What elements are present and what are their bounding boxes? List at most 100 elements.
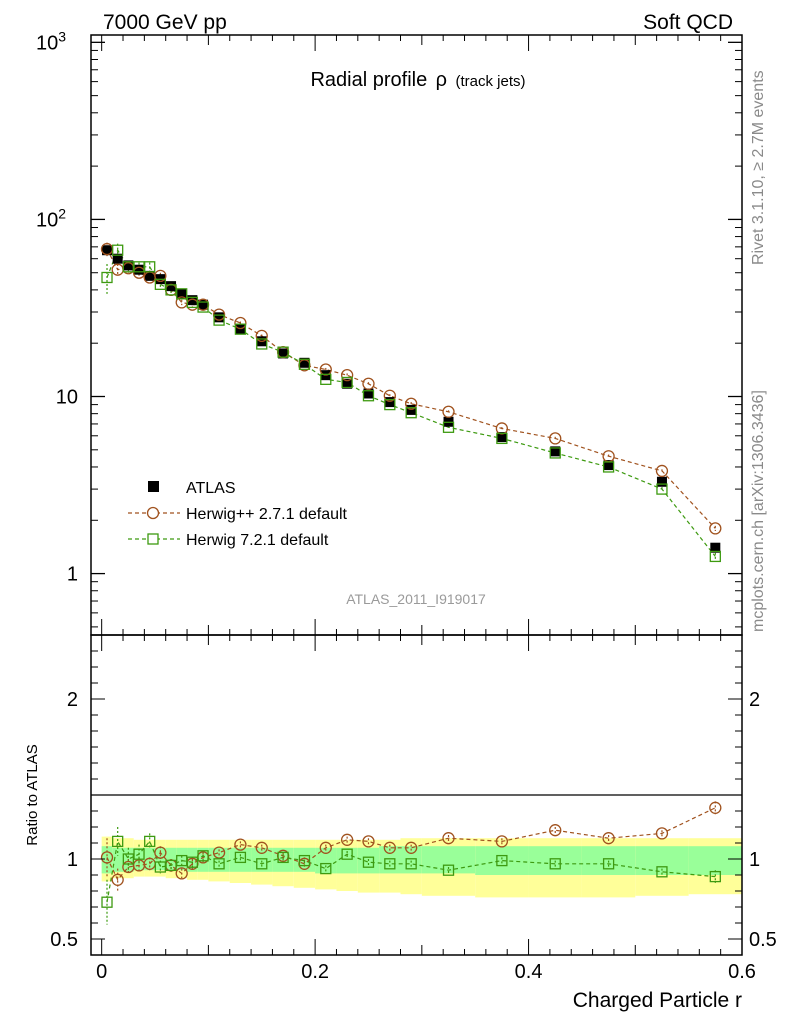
y-tick-label: 103 xyxy=(36,28,66,54)
herwigpp-ratio-point xyxy=(234,838,247,851)
herwig7-point xyxy=(442,421,455,433)
herwigpp-point xyxy=(340,369,354,382)
legend-atlas-marker xyxy=(148,481,159,492)
herwigpp-ratio-point xyxy=(255,841,268,854)
main-series-layer xyxy=(100,242,722,563)
herwig7-ratio-point xyxy=(602,858,615,870)
legend-herwig7: Herwig 7.2.1 default xyxy=(128,532,329,549)
atlas-point xyxy=(176,288,187,299)
herwigpp-point xyxy=(709,522,722,535)
ratio-series-layer xyxy=(100,801,722,925)
category-label: Soft QCD xyxy=(643,11,733,34)
herwig7-point xyxy=(277,346,289,358)
atlas-point xyxy=(278,348,289,359)
herwigpp-point xyxy=(154,269,167,283)
x-tick-label: 0.6 xyxy=(728,961,756,983)
ratio-y-tick-label: 0.5 xyxy=(50,929,78,951)
herwigpp-point xyxy=(655,464,669,478)
herwigpp-ratio-point xyxy=(405,841,418,854)
herwig7-ratio-point xyxy=(122,853,135,865)
atlas-point xyxy=(656,476,667,487)
x-tick-label: 0 xyxy=(96,961,107,983)
herwigpp-point xyxy=(405,397,418,410)
herwig7-ratio-point xyxy=(234,851,247,864)
legend-herwigpp: Herwig++ 2.7.1 default xyxy=(128,506,348,523)
herwig7-ratio-point xyxy=(320,862,332,875)
herwig7-point xyxy=(362,390,375,402)
herwig7-ratio-point xyxy=(101,896,113,908)
herwig7-point xyxy=(549,447,561,459)
herwig7-point xyxy=(384,398,396,411)
atlas-point xyxy=(603,460,614,471)
atlas-point xyxy=(550,446,561,457)
herwig7-ratio-point xyxy=(442,864,455,876)
y-tick-exp: 2 xyxy=(58,205,66,221)
herwig7-point xyxy=(186,296,199,309)
herwig7-ratio-point xyxy=(133,848,145,860)
legend-herwig7-marker xyxy=(147,533,159,545)
x-tick-label: 0.4 xyxy=(515,961,543,983)
herwig7-point xyxy=(101,271,113,284)
herwigpp-point xyxy=(383,389,396,402)
herwig7-point xyxy=(197,301,209,313)
herwig7-ratio-point xyxy=(709,870,721,883)
herwig7-point xyxy=(165,284,177,296)
ratio-y-tick-label-right: 2 xyxy=(749,689,760,711)
herwig7-point xyxy=(320,373,332,385)
herwig7-ratio-point xyxy=(213,858,225,870)
herwigpp-ratio-line xyxy=(106,807,716,881)
legend-herwigpp-marker xyxy=(146,506,160,520)
ratio-y-tick-label-right: 1 xyxy=(749,849,760,871)
herwigpp-ratio-point xyxy=(549,824,562,837)
y-tick-exp: 3 xyxy=(58,28,66,44)
atlas-point xyxy=(384,397,395,408)
herwig7-point xyxy=(256,338,268,350)
panel-title: Radial profile ρ (track jets) xyxy=(310,69,525,91)
panel-title-sub: (track jets) xyxy=(456,73,526,90)
herwig7-point xyxy=(176,288,188,300)
herwig7-ratio-point xyxy=(112,835,124,848)
inner-band-bin xyxy=(475,846,529,875)
atlas-point xyxy=(112,253,123,264)
inner-band-bin xyxy=(635,846,689,875)
herwig7-point xyxy=(496,432,508,445)
herwig7-ratio-point xyxy=(197,850,209,862)
panel-title-symbol: ρ xyxy=(436,69,447,91)
herwigpp-ratio-point xyxy=(212,846,226,859)
herwig7-point xyxy=(341,376,353,389)
herwigpp-point xyxy=(319,363,332,376)
inner-band-bin xyxy=(421,846,476,874)
atlas-point xyxy=(144,270,155,281)
herwig7-ratio-point xyxy=(341,848,353,860)
herwigpp-point xyxy=(442,405,455,418)
y-tick-label: 1 xyxy=(67,564,78,586)
atlas-point xyxy=(406,404,417,415)
ratio-y-tick-label: 1 xyxy=(67,849,78,871)
atlas-point xyxy=(235,324,246,335)
x-tick-label: 0.2 xyxy=(301,961,329,983)
legend-herwigpp-label: Herwig++ 2.7.1 default xyxy=(186,506,348,523)
herwig7-point xyxy=(144,261,156,273)
inner-band-bin xyxy=(176,847,188,871)
herwig7-ratio-point xyxy=(384,858,396,870)
atlas-point xyxy=(496,432,507,443)
ratio-y-tick-label: 2 xyxy=(67,689,78,711)
source-info: mcplots.cern.ch [arXiv:1306.3436] xyxy=(750,390,767,632)
ratio-axis-ticks: 0 0.2 0.4 0.6 0.5 0.5 1 1 2 2 xyxy=(50,635,777,983)
herwig7-ratio-line xyxy=(106,839,716,903)
herwig7-point xyxy=(112,244,124,256)
herwig7-point xyxy=(709,550,721,563)
herwigpp-ratio-point xyxy=(383,841,396,854)
herwigpp-ratio-point xyxy=(175,867,188,880)
legend: ATLAS Herwig++ 2.7.1 default Herwig 7.2.… xyxy=(128,480,348,549)
herwigpp-ratio-point xyxy=(319,841,332,854)
herwig7-ratio-point xyxy=(154,861,167,873)
herwig7-point xyxy=(602,461,615,473)
ratio-y-axis-label: Ratio to ATLAS xyxy=(24,744,41,845)
atlas-point xyxy=(710,542,721,553)
herwigpp-ratio-point xyxy=(442,832,455,845)
atlas-point xyxy=(363,388,374,399)
